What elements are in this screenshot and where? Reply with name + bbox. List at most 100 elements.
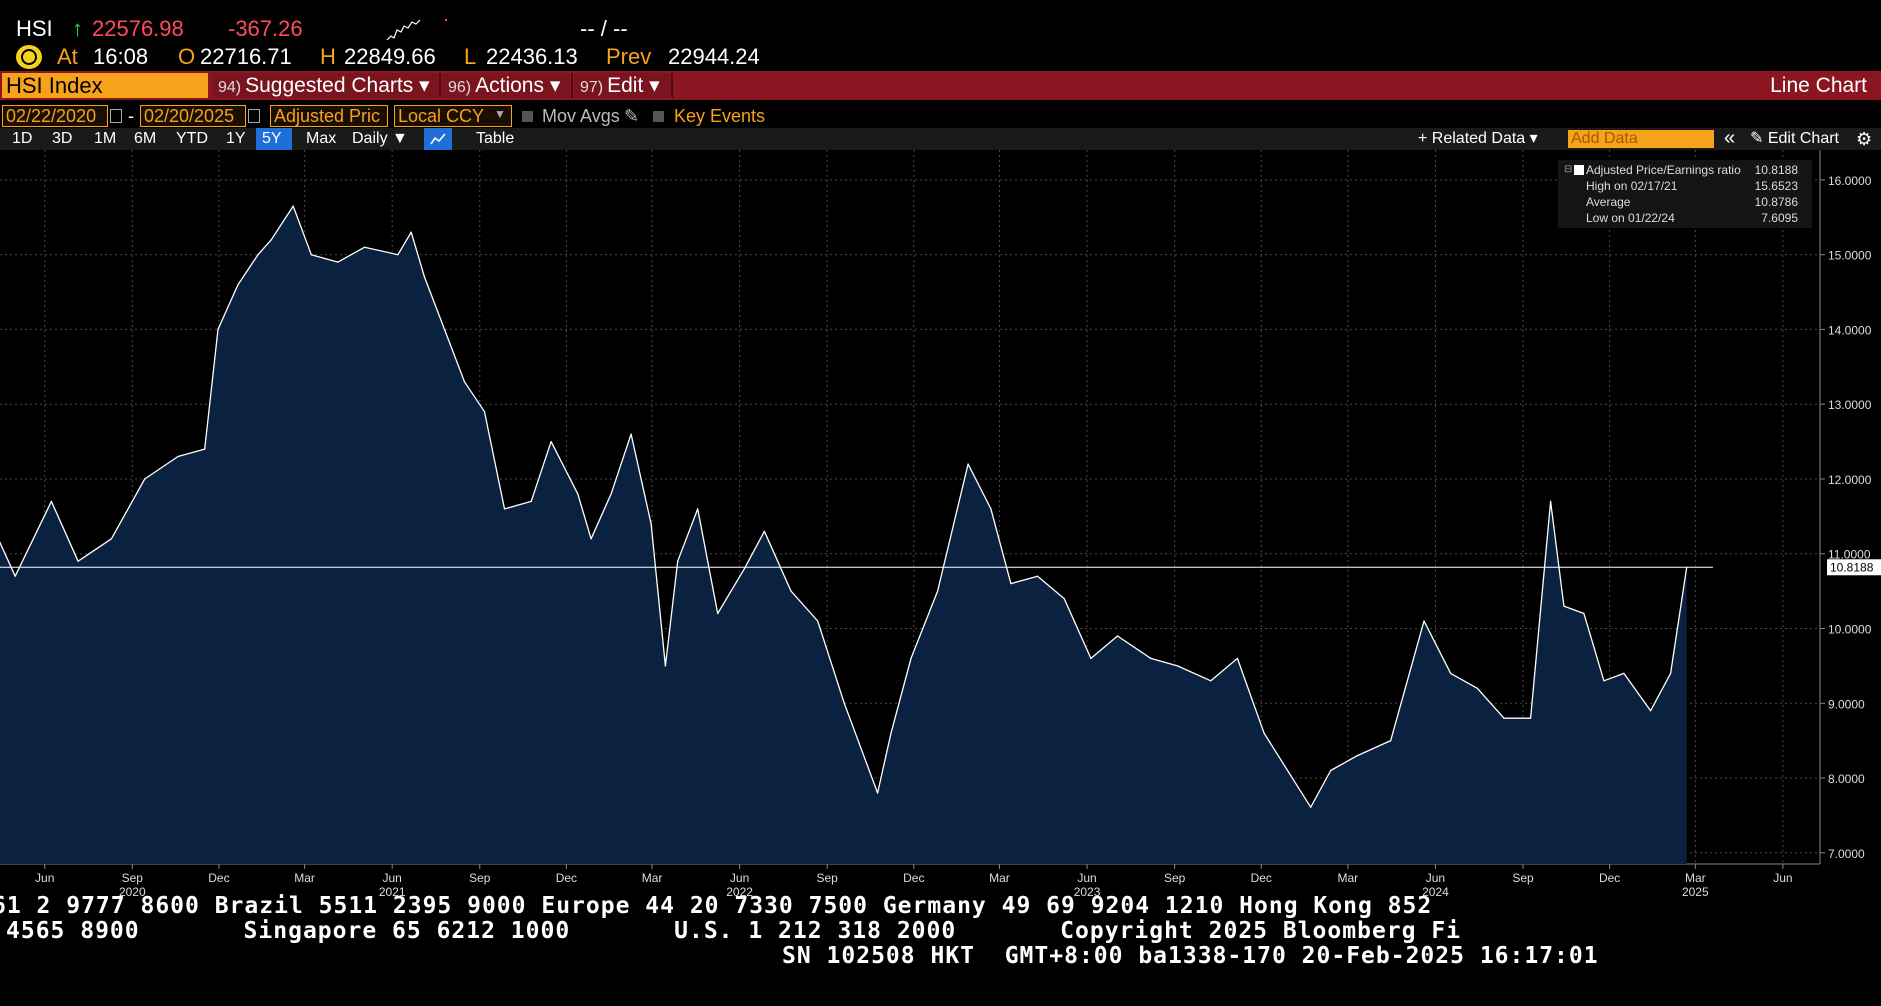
- legend-low-value: 7.6095: [1761, 211, 1798, 225]
- menu-number: 97): [580, 79, 604, 96]
- x-year-label: 2020: [119, 885, 146, 899]
- line-chart-icon[interactable]: [424, 128, 452, 150]
- data-point: [790, 590, 792, 592]
- collapse-icon[interactable]: «: [1724, 127, 1736, 149]
- data-point: [1356, 754, 1358, 757]
- gear-icon[interactable]: ⚙: [1856, 129, 1873, 149]
- period-1d[interactable]: 1D: [12, 130, 33, 147]
- bid-ask: -- / --: [580, 16, 628, 41]
- data-point: [1116, 635, 1119, 637]
- data-point: [337, 261, 339, 263]
- security-input[interactable]: HSI Index: [2, 73, 208, 98]
- frequency-selector[interactable]: Daily ▼: [352, 130, 408, 147]
- data-point: [1669, 672, 1672, 674]
- data-point: [967, 463, 969, 465]
- price-field-selector[interactable]: Adjusted Pric: [270, 105, 388, 127]
- data-point: [630, 433, 632, 435]
- x-year-label: 2025: [1682, 885, 1709, 899]
- menu-number: 96): [448, 79, 472, 96]
- period-3d[interactable]: 3D: [52, 130, 73, 147]
- x-tick-label: Jun: [730, 871, 749, 885]
- menu-number: 94): [218, 79, 242, 96]
- data-point: [843, 702, 845, 704]
- data-point: [590, 538, 592, 540]
- legend-tree-icon: ⊟: [1564, 164, 1573, 175]
- data-point: [1330, 769, 1332, 772]
- clock-icon: [16, 45, 42, 69]
- ticker-symbol: HSI: [16, 16, 53, 41]
- data-point: [577, 493, 579, 495]
- y-tick-label: 13.0000: [1828, 398, 1872, 412]
- legend-checkbox[interactable]: [1574, 165, 1584, 175]
- period-5y[interactable]: 5Y: [256, 128, 292, 150]
- data-point: [1623, 672, 1625, 674]
- x-tick-label: Dec: [1599, 871, 1620, 885]
- data-point: [14, 575, 16, 577]
- data-point: [217, 328, 219, 331]
- y-tick-label: 11.0000: [1828, 548, 1871, 562]
- data-point: [763, 530, 765, 532]
- data-point: [257, 254, 259, 256]
- period-1m[interactable]: 1M: [94, 130, 117, 147]
- data-point: [177, 455, 179, 458]
- data-point: [743, 568, 745, 570]
- data-point: [1450, 672, 1452, 674]
- menu-divider: [571, 73, 573, 98]
- legend-series-value: 10.8188: [1754, 163, 1798, 177]
- period-max[interactable]: Max: [306, 130, 337, 147]
- period-ytd[interactable]: YTD: [176, 130, 208, 147]
- calendar-icon[interactable]: [248, 109, 260, 123]
- footer-contact-line-2: 4565 8900 Singapore 65 6212 1000 U.S. 1 …: [6, 918, 1462, 944]
- add-data-input[interactable]: Add Data: [1568, 130, 1714, 148]
- period-6m[interactable]: 6M: [134, 130, 157, 147]
- related-data-button[interactable]: + Related Data ▾: [1418, 130, 1538, 147]
- x-tick-label: Mar: [1685, 871, 1706, 885]
- y-tick-label: 14.0000: [1828, 323, 1872, 337]
- data-point: [937, 590, 939, 592]
- view-title: Line Chart: [1770, 74, 1867, 97]
- edit-chart-label: Edit Chart: [1767, 130, 1839, 147]
- data-point: [1263, 732, 1265, 734]
- x-tick-label: Jun: [382, 871, 401, 885]
- chevron-down-icon[interactable]: ▼: [494, 107, 506, 121]
- low-value: 22436.13: [486, 44, 578, 69]
- y-tick-label: 9.0000: [1828, 697, 1865, 711]
- x-tick-label: Jun: [1773, 871, 1792, 885]
- data-point: [1036, 575, 1039, 577]
- high-value: 22849.66: [344, 44, 436, 69]
- calendar-icon[interactable]: [110, 109, 122, 123]
- data-point: [1476, 687, 1478, 689]
- currency-selector[interactable]: Local CCY: [394, 105, 512, 127]
- actions-menu[interactable]: 96) Actions ▾: [442, 73, 570, 98]
- data-point: [463, 381, 466, 383]
- chart-legend: ⊟ Adjusted Price/Earnings ratio 10.8188 H…: [1558, 160, 1812, 228]
- data-point: [237, 283, 239, 286]
- suggested-charts-menu[interactable]: 94) Suggested Charts ▾: [212, 73, 438, 98]
- pencil-icon[interactable]: ✎: [624, 106, 640, 126]
- data-point: [397, 254, 399, 256]
- data-point: [1210, 680, 1212, 682]
- pencil-icon: ✎: [1750, 130, 1768, 147]
- edit-chart-button[interactable]: ✎ Edit Chart: [1744, 128, 1845, 150]
- table-button[interactable]: Table: [476, 130, 515, 147]
- data-point: [110, 538, 112, 540]
- period-1y[interactable]: 1Y: [226, 130, 246, 147]
- data-point: [1010, 583, 1012, 585]
- data-point: [550, 440, 552, 443]
- legend-average-value: 10.8786: [1754, 195, 1798, 209]
- x-year-label: 2021: [379, 885, 406, 899]
- mov-avgs-checkbox[interactable]: [522, 111, 533, 122]
- x-tick-label: Dec: [556, 871, 577, 885]
- data-point: [1530, 717, 1532, 719]
- key-events-checkbox[interactable]: [653, 111, 664, 122]
- end-date-field[interactable]: 02/20/2025: [140, 105, 246, 127]
- edit-menu[interactable]: 97) Edit ▾: [574, 73, 670, 98]
- x-tick-label: Dec: [208, 871, 229, 885]
- series-line: [0, 205, 1688, 808]
- y-tick-label: 12.0000: [1828, 473, 1872, 487]
- series-area: [0, 206, 1687, 864]
- start-date-field[interactable]: 02/22/2020: [2, 105, 108, 127]
- data-point: [910, 657, 912, 659]
- last-price: 22576.98: [92, 16, 184, 41]
- pe-ratio-chart[interactable]: 7.0000 8.0000 9.0000 10.0000 11.0000 12.0000 1…: [0, 150, 1881, 902]
